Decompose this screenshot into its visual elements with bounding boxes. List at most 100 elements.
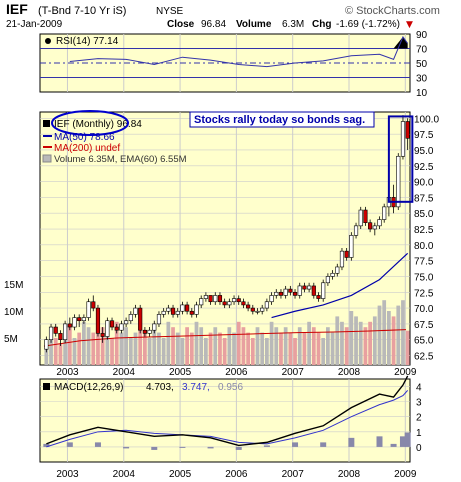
candle-body	[217, 295, 223, 303]
x-axis-year-label: 2008	[338, 367, 361, 378]
macd-tick-label: 3	[416, 398, 422, 409]
candle-body	[274, 291, 279, 296]
macd-legend: MACD(12,26,9)	[54, 382, 123, 393]
macd-histogram-bar	[151, 446, 158, 450]
price-tick-label: 92.5	[414, 162, 434, 173]
rsi-legend: RSI(14) 77.14	[56, 36, 119, 47]
volume-bar	[269, 321, 274, 365]
candle-body	[307, 285, 312, 290]
volume-bar	[340, 321, 344, 365]
date-label: 21-Jan-2009	[6, 19, 63, 30]
x-axis-year-label: 2007	[282, 469, 305, 480]
volume-bar	[302, 332, 307, 365]
volume-bar	[44, 343, 49, 365]
candle-body	[72, 317, 77, 328]
candle-body	[330, 272, 335, 277]
volume-bar	[227, 327, 232, 365]
volume-bar	[133, 332, 138, 365]
volume-ema-line	[43, 329, 407, 347]
candle-body	[269, 295, 274, 303]
volume-bar	[377, 305, 382, 365]
rsi-tick-label: 30	[416, 74, 428, 85]
candle-body	[344, 250, 349, 258]
volume-bar	[330, 332, 335, 365]
price-x-axis: 2003 2004 2005 2006 2007 2008 2009	[56, 367, 417, 378]
volume-bar	[175, 332, 180, 365]
volume-bar	[105, 332, 110, 365]
rsi-tick-label: 50	[416, 59, 428, 70]
candle-body	[161, 310, 166, 315]
ma50-line	[271, 252, 409, 319]
rsi-legend-marker-icon	[45, 38, 51, 44]
candle-body	[400, 121, 406, 157]
volume-bar	[335, 316, 340, 365]
price-tick-label: 72.5	[414, 288, 434, 299]
volume-bar	[166, 321, 171, 365]
volume-bar	[279, 332, 283, 365]
price-tick-label: 75.0	[414, 272, 434, 283]
candle-body	[77, 317, 82, 322]
candle-body	[246, 304, 251, 309]
candle-body	[152, 323, 157, 331]
volume-bar	[246, 332, 250, 365]
volume-bar	[368, 321, 372, 365]
price-tick-label: 90.0	[414, 178, 434, 189]
volume-bar	[86, 327, 91, 365]
x-axis-year-label: 2007	[282, 367, 305, 378]
volume-bar	[119, 332, 124, 365]
candle-body	[189, 310, 194, 315]
volume-tick-label: 5M	[4, 334, 18, 345]
volume-bar	[222, 338, 227, 365]
volume-bar	[124, 327, 128, 365]
volume-bar	[349, 311, 354, 365]
volume-bar	[147, 338, 152, 365]
volume-value: 6.3M	[282, 19, 304, 30]
volume-bar	[311, 327, 316, 365]
price-tick-label: 82.5	[414, 225, 434, 236]
macd-histogram-bar	[123, 446, 130, 449]
x-axis-year-label: 2009	[394, 367, 417, 378]
volume-bar	[67, 327, 72, 365]
candle-body	[260, 307, 265, 312]
volume-bar	[405, 330, 410, 365]
volume-bar	[204, 338, 208, 365]
candle-body	[175, 310, 180, 315]
volume-bar	[344, 327, 349, 365]
candle-body	[321, 282, 326, 299]
candle-body	[382, 206, 387, 220]
volume-bar	[208, 332, 213, 365]
volume-bar	[138, 316, 143, 365]
volume-bar	[180, 338, 185, 365]
macd-histogram-bar	[376, 436, 383, 447]
rsi-tick-label: 90	[416, 30, 428, 41]
macd-tick-label: 2	[416, 413, 422, 424]
volume-bar	[232, 332, 236, 365]
macd-panel: 4 3 2 1 0 MACD(12,26,9) 4.703, 3.747, 0.956	[39, 375, 422, 463]
candle-body	[302, 285, 307, 290]
price-tick-label: 95.0	[414, 146, 434, 157]
candle-body	[372, 225, 377, 230]
price-tick-label: 100.0	[414, 114, 439, 125]
macd-tick-label: 4	[416, 383, 422, 394]
candle-body	[405, 121, 410, 139]
candle-body	[86, 301, 91, 318]
candle-body	[325, 276, 330, 284]
volume-bar	[288, 332, 293, 365]
candle-body	[353, 225, 359, 236]
volume-bar	[185, 327, 189, 365]
x-axis-year-label: 2004	[113, 469, 136, 480]
macd-legend-marker-icon	[43, 383, 50, 390]
volume-bar	[316, 332, 321, 365]
volume-bar	[199, 327, 204, 365]
chg-down-arrow-icon: ▼	[406, 20, 413, 30]
x-axis-year-label: 2003	[56, 469, 79, 480]
candle-body	[114, 326, 119, 331]
candle-body	[222, 301, 227, 306]
candle-body	[377, 219, 382, 227]
volume-tick-label: 15M	[4, 280, 23, 291]
candle-body	[128, 314, 133, 322]
monthly-highlight-ellipse	[51, 110, 129, 136]
volume-bar	[58, 343, 63, 365]
volume-bar	[96, 316, 100, 365]
ma50-legend: MA(50) 78.66	[54, 132, 115, 143]
